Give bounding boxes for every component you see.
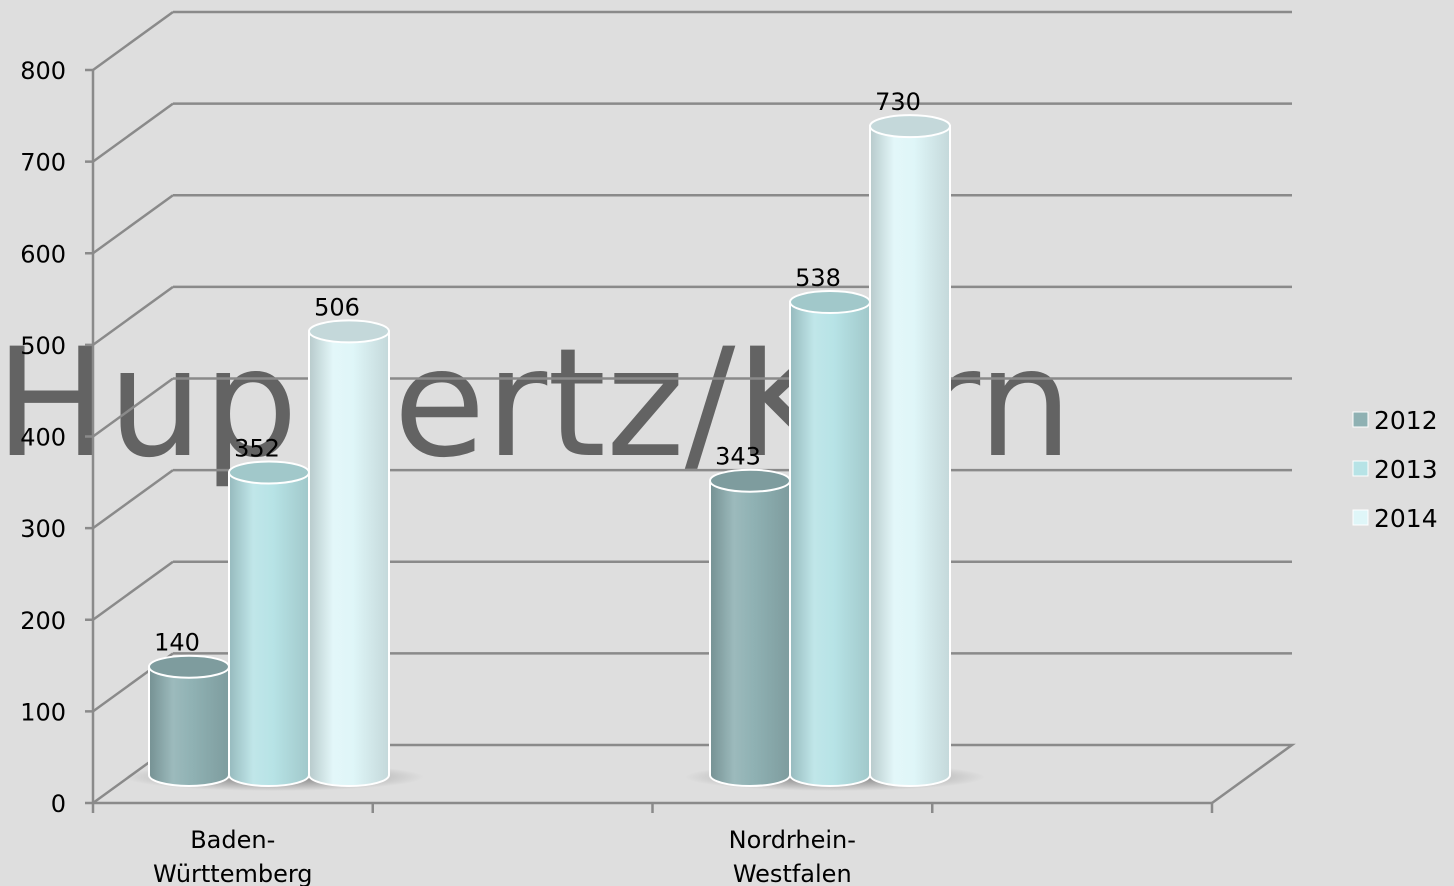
- y-tick-label: 300: [20, 515, 66, 543]
- bar-body: [789, 301, 871, 787]
- data-labels: 140 352 506 343 538 730: [154, 88, 921, 657]
- bar-body: [308, 330, 390, 787]
- category-label-line: Westfalen: [733, 860, 852, 886]
- bar-top: [869, 114, 951, 139]
- bar-body: [148, 665, 230, 787]
- gridline-diagonal: [92, 469, 174, 530]
- bar-top: [308, 319, 390, 344]
- legend: 2012 2013 2014: [1352, 406, 1438, 533]
- legend-swatch: [1352, 411, 1369, 428]
- bar-body: [709, 479, 791, 787]
- gridline-diagonal: [92, 10, 174, 72]
- y-tick-label: 500: [20, 332, 66, 360]
- y-tick-label: 600: [20, 240, 66, 268]
- bar-top: [228, 460, 310, 485]
- data-label: 538: [795, 264, 841, 292]
- y-tick-label: 200: [20, 607, 66, 635]
- y-tick-label: 800: [20, 57, 66, 85]
- legend-swatch: [1352, 460, 1369, 477]
- bar: [308, 319, 390, 787]
- bar: [869, 114, 951, 787]
- bar-body: [228, 471, 310, 787]
- bar-top: [789, 290, 871, 315]
- bar: [789, 290, 871, 787]
- y-tick-label: 400: [20, 424, 66, 452]
- legend-label: 2013: [1374, 455, 1438, 484]
- legend-label: 2012: [1374, 406, 1438, 435]
- y-tick-label: 0: [51, 790, 66, 818]
- bar-top: [148, 654, 230, 679]
- legend-label: 2014: [1374, 504, 1438, 533]
- bar: [709, 468, 791, 787]
- data-label: 506: [314, 293, 360, 321]
- category-label: Nordrhein- Westfalen: [729, 826, 856, 886]
- gridline-diagonal: [92, 102, 174, 163]
- data-label: 352: [234, 434, 280, 462]
- legend-swatch: [1352, 509, 1369, 526]
- data-label: 140: [154, 629, 200, 657]
- category-label-line: Baden-: [190, 826, 275, 854]
- category-label: Baden- Württemberg: [153, 826, 313, 886]
- bar-top: [709, 468, 791, 493]
- bars: [124, 114, 985, 791]
- y-tick-label: 100: [20, 698, 66, 726]
- bar: [228, 460, 310, 787]
- data-label: 343: [715, 443, 761, 471]
- gridline-diagonal: [92, 377, 174, 438]
- data-label: 730: [875, 88, 921, 116]
- axes: 0 100 200 300 400 500 600 700 800 Baden- Württembe…: [20, 57, 1214, 886]
- category-label-line: Württemberg: [153, 860, 313, 886]
- category-label-line: Nordrhein-: [729, 826, 856, 854]
- bar-body: [869, 125, 951, 787]
- bar: [148, 654, 230, 787]
- gridline-diagonal: [92, 285, 174, 346]
- gridline-diagonal: [92, 194, 174, 255]
- y-tick-label: 700: [20, 149, 66, 177]
- gridline-diagonal: [92, 560, 174, 621]
